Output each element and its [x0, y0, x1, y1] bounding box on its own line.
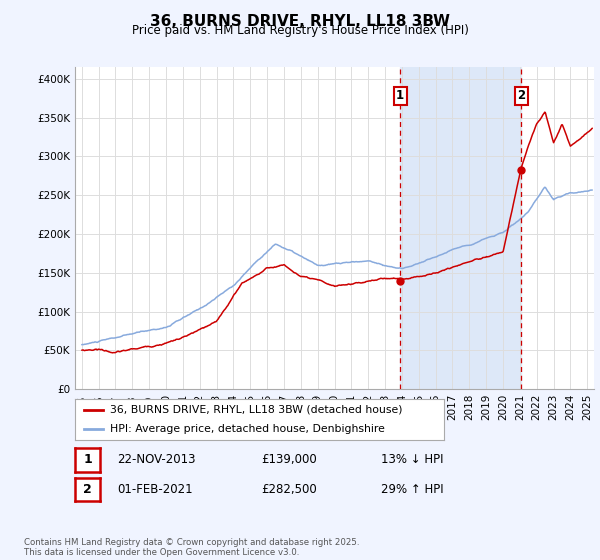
Text: 1: 1: [396, 90, 404, 102]
Text: 13% ↓ HPI: 13% ↓ HPI: [381, 453, 443, 466]
Text: £282,500: £282,500: [261, 483, 317, 496]
Text: £139,000: £139,000: [261, 453, 317, 466]
Text: Contains HM Land Registry data © Crown copyright and database right 2025.
This d: Contains HM Land Registry data © Crown c…: [24, 538, 359, 557]
Text: 29% ↑ HPI: 29% ↑ HPI: [381, 483, 443, 496]
Text: 1: 1: [83, 453, 92, 466]
Text: 22-NOV-2013: 22-NOV-2013: [117, 453, 196, 466]
Text: 01-FEB-2021: 01-FEB-2021: [117, 483, 193, 496]
Text: HPI: Average price, detached house, Denbighshire: HPI: Average price, detached house, Denb…: [110, 424, 385, 435]
Text: Price paid vs. HM Land Registry's House Price Index (HPI): Price paid vs. HM Land Registry's House …: [131, 24, 469, 37]
Text: 36, BURNS DRIVE, RHYL, LL18 3BW (detached house): 36, BURNS DRIVE, RHYL, LL18 3BW (detache…: [110, 405, 403, 415]
Text: 2: 2: [83, 483, 92, 496]
Bar: [400, 67, 521, 389]
Text: 36, BURNS DRIVE, RHYL, LL18 3BW: 36, BURNS DRIVE, RHYL, LL18 3BW: [150, 14, 450, 29]
Text: 2: 2: [517, 90, 525, 102]
